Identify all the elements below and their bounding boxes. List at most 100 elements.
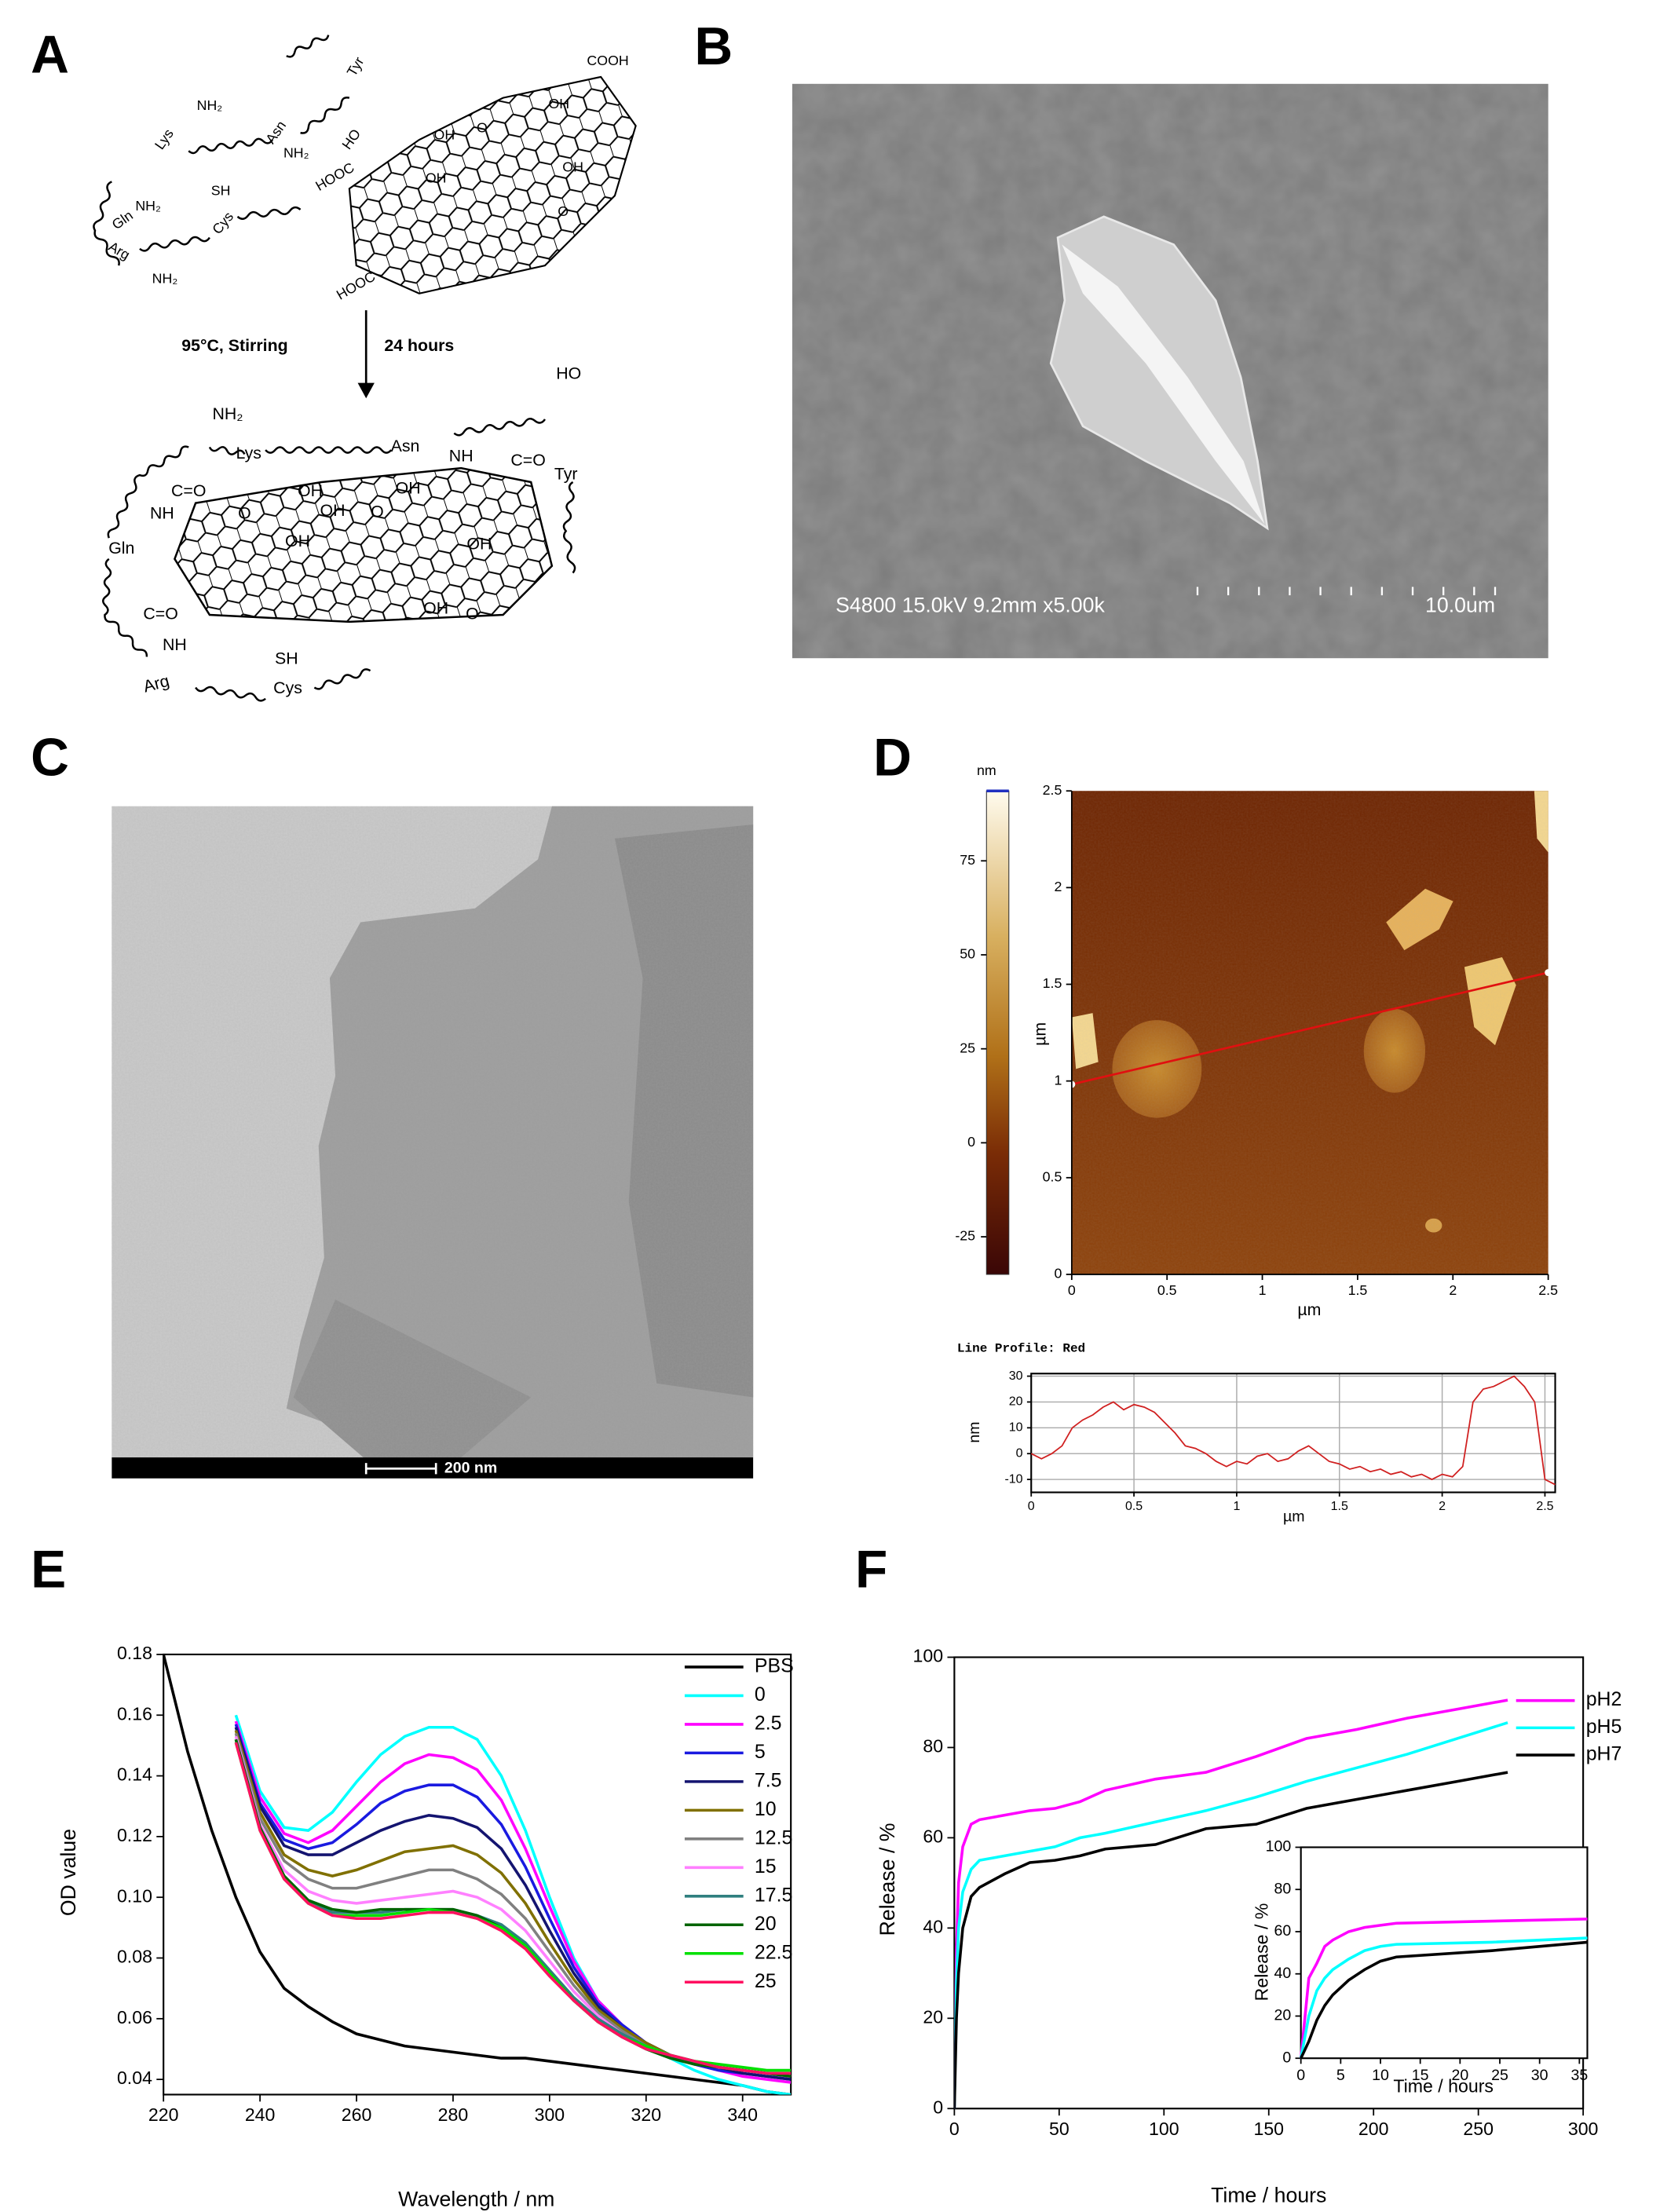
y-tick-label: 60 — [1274, 1922, 1291, 1940]
y-tick-label: 0 — [1054, 1266, 1062, 1281]
legend-label: 17.5 — [755, 1884, 792, 1906]
graphene-oxide-sheet — [348, 75, 637, 294]
series-group — [954, 1698, 1508, 2109]
series-line — [163, 1654, 792, 2095]
reaction-condition: 24 hours — [384, 336, 454, 355]
chem-label: NH₂ — [152, 271, 178, 287]
panel-label: B — [694, 17, 733, 76]
y-tick-label: 0.10 — [117, 1885, 152, 1906]
chain — [139, 236, 210, 252]
x-tick-label: 30 — [1531, 2067, 1548, 2084]
tem-texture — [112, 806, 754, 1458]
x-tick-label: 2 — [1449, 1282, 1457, 1298]
x-tick-label: 150 — [1253, 2119, 1284, 2139]
chem-label: O — [466, 605, 479, 623]
chem-label: NH — [150, 504, 174, 523]
chem-label: Asn — [391, 437, 420, 455]
chem-label: C=O — [143, 605, 177, 623]
chain — [265, 446, 393, 454]
y-tick-label: 0.06 — [117, 2007, 152, 2027]
y-tick-label: 2.5 — [1043, 782, 1062, 798]
y-tick-label: 0.04 — [117, 2068, 152, 2088]
chem-label: Cys — [273, 678, 302, 697]
x-tick-label: 220 — [148, 2104, 179, 2125]
x-tick-label: 280 — [438, 2104, 469, 2125]
y-tick-label: 40 — [923, 1916, 943, 1936]
chem-label: OH — [562, 159, 583, 174]
panel-label: A — [31, 26, 69, 85]
panel-label: E — [31, 1541, 66, 1600]
x-tick-label: 100 — [1149, 2119, 1179, 2139]
chem-label: HO — [556, 364, 581, 383]
y-tick-label: 1 — [1054, 1072, 1062, 1088]
y-tick-label: 0.16 — [117, 1703, 152, 1724]
chem-label: C=O — [510, 451, 545, 470]
chem-label: O — [371, 503, 384, 521]
y-axis-label: nm — [966, 1421, 983, 1442]
chem-label: NH₂ — [283, 145, 309, 161]
chem-label: Tyr — [344, 54, 367, 79]
x-tick-label: 0 — [1296, 2067, 1305, 2084]
plot-frame — [1300, 1846, 1589, 2060]
series-line — [234, 1714, 792, 2095]
series-line — [234, 1724, 792, 2081]
x-tick-label: 240 — [245, 2104, 276, 2125]
y-tick-label: 0.18 — [117, 1643, 152, 1663]
reaction-scheme: 95°C, Stirring 24 hours NH₂ Lys Asn NH₂ Tyr H… — [93, 35, 637, 702]
y-axis-label: Release / % — [1252, 1903, 1272, 2002]
chem-label: HO — [339, 126, 364, 152]
series-line — [1030, 1375, 1556, 1486]
chain — [107, 445, 189, 539]
tem-image: 200 nm — [112, 806, 754, 1479]
chem-label: Arg — [106, 239, 133, 263]
chem-label: NH₂ — [135, 198, 161, 214]
chem-label: OH — [396, 479, 421, 498]
y-tick-label: 2 — [1054, 879, 1062, 894]
scale-label: 200 nm — [444, 1459, 497, 1476]
y-tick-label: 0.5 — [1043, 1168, 1062, 1184]
panel-label: F — [855, 1541, 887, 1600]
x-tick-label: 250 — [1463, 2119, 1494, 2139]
legend-label: 20 — [755, 1913, 777, 1935]
chem-label: COOH — [587, 53, 628, 68]
x-tick-label: 25 — [1491, 2067, 1508, 2084]
legend-label: 25 — [755, 1970, 777, 1992]
colorbar — [985, 790, 1010, 1275]
profile-line — [1071, 971, 1548, 1086]
x-tick-label: 0 — [949, 2119, 960, 2139]
chem-label: OH — [426, 170, 447, 186]
x-tick-label: 1.5 — [1348, 1282, 1368, 1298]
plot-frame — [163, 1653, 792, 2096]
y-tick-label: 10 — [1009, 1421, 1023, 1435]
series-line — [954, 1771, 1508, 2109]
x-tick-label: 50 — [1049, 2119, 1069, 2139]
chem-label: OH — [548, 96, 569, 112]
y-tick-label: 0 — [1016, 1446, 1023, 1460]
chem-label: Lys — [236, 444, 261, 463]
chem-label: OH — [285, 532, 310, 550]
colorbar-tick-label: 25 — [960, 1040, 975, 1055]
x-tick-label: 1 — [1259, 1282, 1267, 1298]
chain — [236, 206, 302, 220]
y-tick-label: 80 — [1274, 1880, 1291, 1897]
series-line — [1299, 1918, 1588, 2059]
chem-label: NH₂ — [212, 404, 243, 423]
x-tick-label: 2 — [1439, 1500, 1446, 1513]
chem-label: Tyr — [554, 465, 578, 484]
y-tick-label: 40 — [1274, 1965, 1291, 1982]
x-tick-label: 15 — [1412, 2067, 1429, 2084]
x-tick-label: 0 — [1028, 1500, 1035, 1513]
panel-label: D — [873, 729, 912, 788]
chem-label: OH — [423, 599, 448, 618]
arrow-head — [357, 382, 375, 399]
colorbar-tick-label: 75 — [960, 852, 975, 868]
chem-label: O — [238, 504, 251, 523]
y-axis-label: µm — [1030, 1022, 1049, 1046]
flake-edge — [1062, 244, 1265, 525]
chem-label: OH — [320, 501, 346, 520]
y-tick-label: 0 — [1282, 2049, 1291, 2066]
x-axis-label: µm — [1297, 1300, 1321, 1319]
x-tick-label: 2.5 — [1538, 1282, 1558, 1298]
